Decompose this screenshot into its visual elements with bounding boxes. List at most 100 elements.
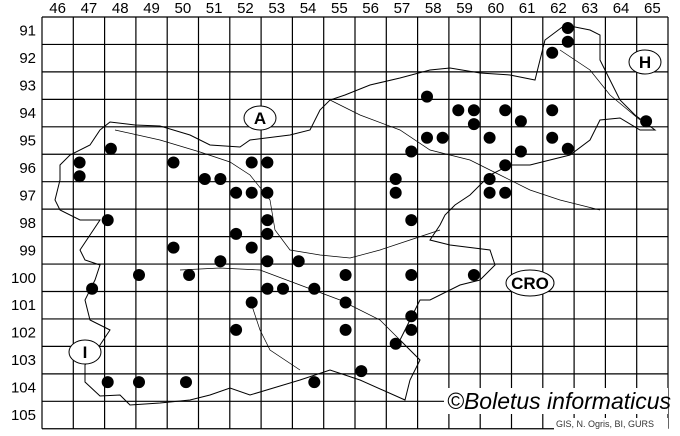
record-dot [104,142,117,155]
record-dot [514,115,527,128]
record-dot [245,186,258,199]
row-label: 102 [11,325,36,342]
country-label-austria: A [243,105,277,131]
country-label-italy: I [68,339,102,365]
country-label-croatia: CRO [505,269,555,297]
record-dot [73,170,86,183]
record-dot [133,376,145,389]
record-dot [640,115,653,128]
credit-text: GIS, N. Ogris, BI, GURS [556,419,654,429]
row-label: 105 [11,407,36,424]
grid-labels: 46 47 48 49 50 51 52 53 54 55 56 57 58 59 60 61 62 63 64 65… [11,0,661,424]
record-dot [499,186,512,199]
column-label: 62 [550,0,567,17]
row-label: 103 [11,352,36,369]
record-dot [405,269,418,281]
record-dot [561,142,574,155]
record-dot [245,156,258,169]
row-label: 94 [19,105,36,122]
row-label: 96 [19,160,36,177]
record-dot [230,323,243,336]
record-dot [180,376,192,389]
label-i: I [83,343,88,362]
record-dot [277,282,289,295]
record-dot [546,46,559,59]
row-label: 98 [19,215,36,232]
record-dot [467,104,480,117]
label-a: A [254,109,266,128]
record-dot [561,22,574,34]
row-label: 101 [11,297,36,314]
column-label: 64 [613,0,630,17]
column-label: 63 [581,0,598,17]
record-dot [339,296,352,309]
record-dot [405,310,418,323]
record-dot [467,118,480,131]
country-label-hungary: H [628,49,662,75]
record-dot [405,214,418,227]
record-dot [421,131,433,144]
row-label: 100 [11,270,36,287]
record-dot [483,186,496,199]
record-dot [389,186,402,199]
record-dot [452,104,465,117]
record-dot [483,173,496,185]
column-label: 46 [49,0,66,17]
record-dot [167,241,180,254]
record-dot [261,227,274,240]
column-label: 53 [268,0,285,17]
row-label: 93 [19,78,36,95]
column-label: 56 [362,0,379,17]
record-dot [355,365,368,378]
record-dot [546,104,559,117]
record-dot [86,282,99,295]
row-label: 104 [11,380,36,397]
record-dot [308,282,321,295]
row-label: 95 [19,133,36,150]
column-label: 57 [394,0,411,17]
record-dot [389,173,402,185]
map-grid [41,16,669,430]
record-dot [261,282,274,295]
record-dot [133,269,145,281]
record-dot [483,131,496,144]
row-label: 92 [19,50,36,67]
row-label: 97 [19,187,36,204]
column-label: 58 [425,0,442,17]
record-dot [230,186,243,199]
column-label: 50 [175,0,192,17]
column-label: 49 [143,0,160,17]
record-dot [546,131,559,144]
record-dot [73,156,86,169]
record-dot [339,269,352,281]
record-dot [245,241,258,254]
label-h: H [639,53,651,72]
record-dot [499,159,512,172]
record-dot [405,323,418,336]
row-label: 99 [19,242,36,259]
record-dots [73,22,653,389]
row-label: 91 [19,23,36,40]
record-dot [339,323,352,336]
column-label: 65 [644,0,661,17]
record-dot [261,186,274,199]
record-dot [198,173,211,185]
record-dot [245,296,258,309]
record-dot [436,131,449,144]
record-dot [467,269,480,281]
label-cro: CRO [511,274,549,293]
column-label: 48 [112,0,129,17]
record-dot [261,255,274,268]
record-dot [230,227,243,240]
column-label: 60 [488,0,505,17]
record-dot [421,90,433,103]
rivers [114,49,641,371]
column-label: 54 [300,0,317,17]
column-label: 52 [237,0,254,17]
record-dot [389,337,402,350]
record-dot [514,145,527,158]
record-dot [167,156,180,169]
record-dot [101,376,114,389]
record-dot [183,269,196,281]
record-dot [561,35,574,48]
